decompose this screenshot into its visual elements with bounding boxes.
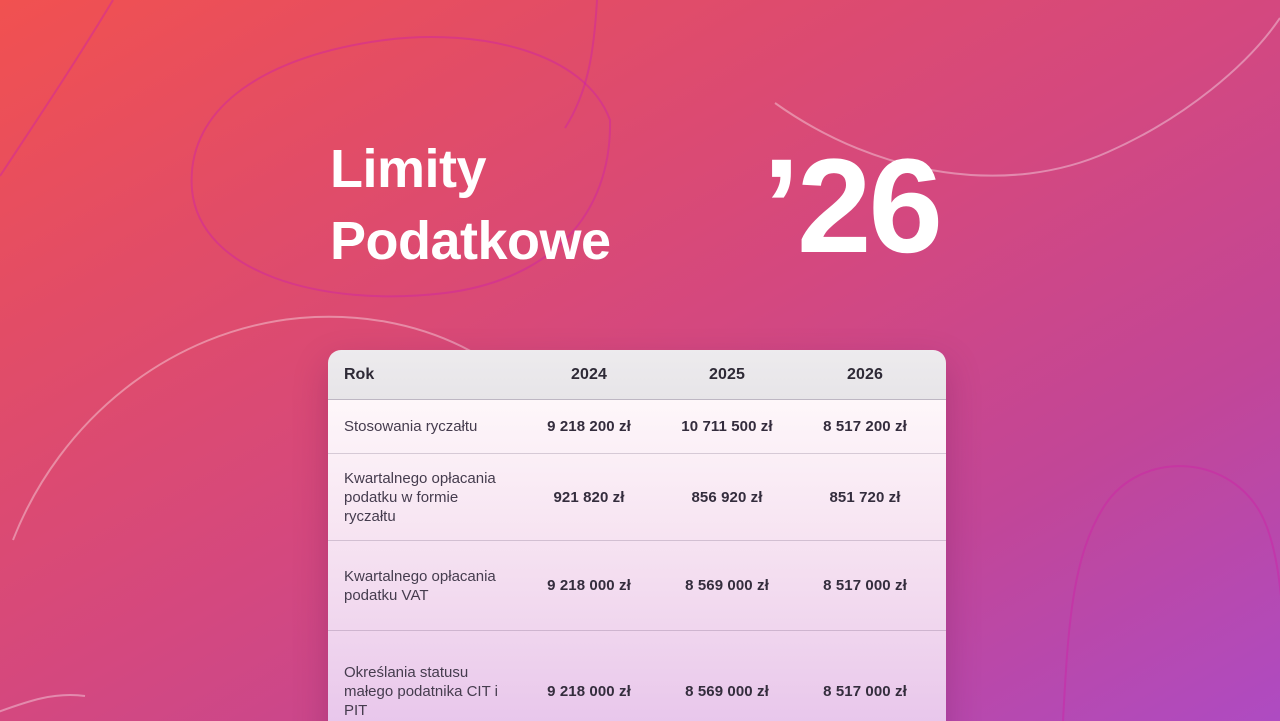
- table-header-row: Rok 2024 2025 2026: [328, 350, 946, 400]
- header-cell-2024: 2024: [571, 365, 607, 383]
- row-value: 9 218 000 zł: [547, 682, 631, 700]
- row-value: 10 711 500 zł: [681, 418, 773, 435]
- row-value: 8 517 000 zł: [823, 577, 907, 594]
- table-row: Określania statusu małego podatnika CIT …: [328, 630, 946, 721]
- header-cell-2025: 2025: [709, 365, 745, 383]
- row-value: 921 820 zł: [553, 488, 625, 506]
- row-label: Określania statusu małego podatnika CIT …: [344, 663, 498, 719]
- row-value: 9 218 200 zł: [547, 418, 631, 435]
- title-block: Limity Podatkowe: [330, 133, 611, 277]
- table-row: Kwartalnego opłacania podatku VAT 9 218 …: [328, 540, 946, 630]
- table-row: Stosowania ryczałtu 9 218 200 zł 10 711 …: [328, 400, 946, 453]
- header-cell-2026: 2026: [847, 365, 883, 383]
- page-title-line1: Limity: [330, 139, 487, 199]
- table-row: Kwartalnego opłacania podatku w formie r…: [328, 453, 946, 540]
- row-label: Kwartalnego opłacania podatku VAT: [344, 567, 496, 604]
- row-label: Kwartalnego opłacania podatku w formie r…: [344, 469, 496, 525]
- row-value: 851 720 zł: [829, 488, 901, 506]
- row-value: 8 517 200 zł: [823, 418, 907, 435]
- row-value: 9 218 000 zł: [547, 577, 631, 594]
- table-body: Stosowania ryczałtu 9 218 200 zł 10 711 …: [328, 400, 946, 721]
- year-label: ’26: [762, 132, 943, 281]
- row-label: Stosowania ryczałtu: [344, 418, 478, 435]
- page-title-line2: Podatkowe: [330, 211, 611, 271]
- row-value: 856 920 zł: [691, 488, 763, 506]
- row-value: 8 569 000 zł: [685, 682, 769, 700]
- row-value: 8 517 000 zł: [823, 682, 907, 700]
- row-value: 8 569 000 zł: [685, 577, 769, 594]
- header-cell-rok: Rok: [344, 366, 375, 383]
- tax-limits-table: Rok 2024 2025 2026 Stosowania ryczałtu 9…: [328, 350, 946, 721]
